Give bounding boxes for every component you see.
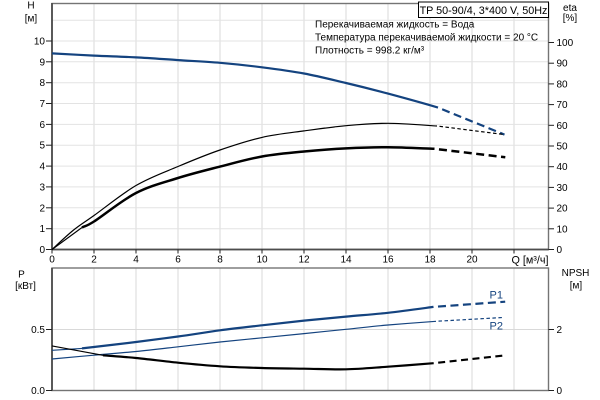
svg-text:18: 18 (424, 255, 436, 266)
svg-text:2: 2 (39, 203, 45, 214)
svg-text:8: 8 (39, 78, 45, 89)
svg-text:0: 0 (557, 245, 563, 256)
svg-text:NPSH: NPSH (562, 268, 590, 279)
svg-text:2: 2 (557, 325, 563, 336)
svg-text:8: 8 (217, 255, 223, 266)
svg-text:40: 40 (557, 162, 569, 173)
svg-text:6: 6 (39, 120, 45, 131)
svg-text:0: 0 (557, 386, 563, 397)
svg-text:60: 60 (557, 121, 569, 132)
svg-text:12: 12 (298, 255, 310, 266)
svg-text:H: H (27, 1, 34, 12)
svg-text:0: 0 (39, 245, 45, 256)
svg-text:[м]: [м] (25, 14, 38, 25)
svg-text:6: 6 (175, 255, 181, 266)
svg-text:TP 50-90/4, 3*400 V, 50Hz: TP 50-90/4, 3*400 V, 50Hz (420, 5, 548, 17)
svg-text:0.0: 0.0 (31, 386, 45, 397)
svg-text:9: 9 (39, 57, 45, 68)
svg-text:20: 20 (466, 255, 478, 266)
svg-text:7: 7 (39, 99, 45, 110)
svg-text:20: 20 (557, 204, 569, 215)
svg-text:0: 0 (49, 255, 55, 266)
svg-text:10: 10 (256, 255, 268, 266)
svg-text:P1: P1 (490, 290, 503, 302)
svg-text:P2: P2 (490, 321, 503, 333)
svg-text:2: 2 (91, 255, 97, 266)
svg-text:4: 4 (39, 162, 45, 173)
svg-text:70: 70 (557, 100, 569, 111)
svg-text:80: 80 (557, 79, 569, 90)
svg-text:3: 3 (39, 182, 45, 193)
svg-text:50: 50 (557, 142, 569, 153)
svg-text:1: 1 (39, 224, 45, 235)
svg-text:10: 10 (34, 37, 46, 48)
svg-text:10: 10 (557, 224, 569, 235)
svg-text:P: P (18, 270, 25, 281)
svg-text:Плотность = 998.2 кг/м³: Плотность = 998.2 кг/м³ (315, 46, 425, 57)
svg-text:14: 14 (340, 255, 352, 266)
svg-text:Q [м³/ч]: Q [м³/ч] (511, 255, 548, 267)
svg-text:[%]: [%] (563, 13, 578, 24)
svg-text:Перекачиваемая жидкость = Вода: Перекачиваемая жидкость = Вода (315, 20, 475, 31)
svg-text:[кВт]: [кВт] (15, 281, 36, 292)
svg-text:[м]: [м] (570, 281, 583, 292)
svg-text:30: 30 (557, 183, 569, 194)
svg-text:eta: eta (563, 3, 577, 14)
svg-text:Температура перекачиваемой жид: Температура перекачиваемой жидкости = 20… (315, 33, 538, 44)
svg-text:90: 90 (557, 59, 569, 70)
svg-text:5: 5 (39, 141, 45, 152)
svg-text:16: 16 (382, 255, 394, 266)
svg-text:100: 100 (557, 38, 574, 49)
svg-text:0.5: 0.5 (31, 325, 45, 336)
svg-text:4: 4 (133, 255, 139, 266)
